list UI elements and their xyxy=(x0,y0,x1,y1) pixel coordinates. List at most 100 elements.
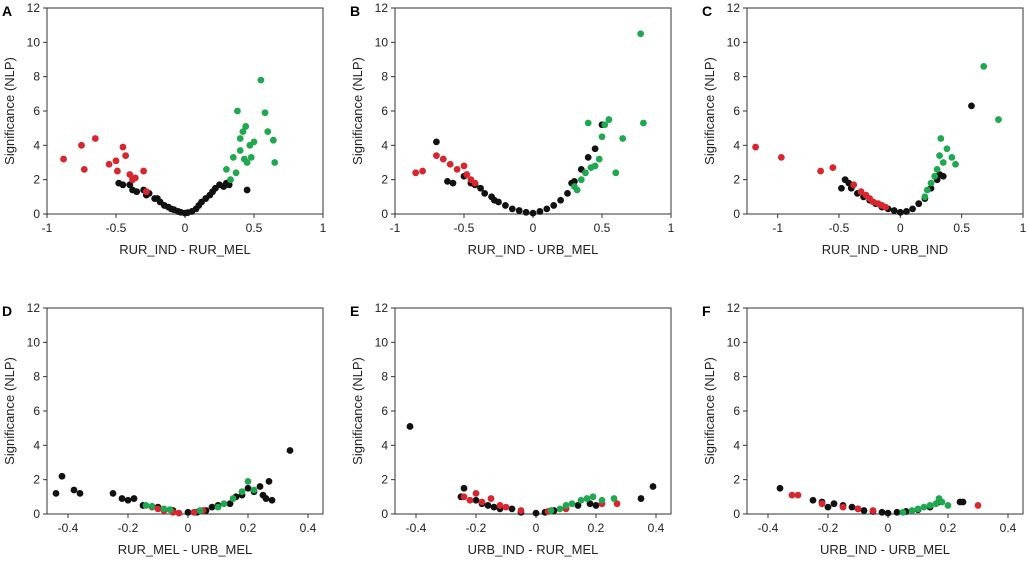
data-point-down xyxy=(869,507,877,514)
plot-frame xyxy=(746,307,1024,515)
data-point-ns xyxy=(584,153,592,161)
data-point-down xyxy=(142,188,150,196)
data-point-up xyxy=(234,107,241,115)
y-tick-label: 0 xyxy=(33,507,40,521)
x-tick-label: 0.4 xyxy=(1000,521,1017,535)
data-point-up xyxy=(939,159,947,166)
data-point-up xyxy=(936,152,943,160)
y-tick-label: 0 xyxy=(381,507,388,521)
data-point-ns xyxy=(824,503,832,511)
data-point-up xyxy=(944,502,952,509)
data-point-ns xyxy=(70,486,78,494)
data-point-up xyxy=(196,507,204,514)
data-point-down xyxy=(502,503,510,511)
data-point-down xyxy=(794,491,802,499)
data-point-up xyxy=(214,503,222,511)
data-point-down xyxy=(60,155,67,163)
x-tick-label: 0.2 xyxy=(940,521,957,535)
data-point-ns xyxy=(477,184,484,192)
data-point-ns xyxy=(76,490,84,497)
data-point-ns xyxy=(508,505,516,513)
data-point-ns xyxy=(472,496,480,504)
data-point-up xyxy=(160,505,168,513)
data-point-up xyxy=(238,488,246,496)
data-point-ns xyxy=(776,484,784,492)
data-point-ns xyxy=(406,423,414,430)
data-point-down xyxy=(472,490,480,497)
data-point-up xyxy=(568,500,576,508)
data-point-ns xyxy=(118,495,126,502)
y-tick-label: 8 xyxy=(733,370,740,384)
y-axis-label: Significance (NLP) xyxy=(350,57,365,165)
series-up xyxy=(142,477,258,514)
series-up xyxy=(223,76,279,184)
y-tick-label: 10 xyxy=(375,335,389,349)
data-point-up xyxy=(573,186,581,194)
data-point-ns xyxy=(119,181,127,189)
x-tick-label: 0.4 xyxy=(648,521,665,535)
y-tick-label: 12 xyxy=(27,301,41,315)
data-point-up xyxy=(220,500,228,508)
data-point-ns xyxy=(133,188,141,196)
y-tick-label: 2 xyxy=(33,173,40,187)
x-tick-label: -1 xyxy=(42,221,53,235)
data-point-up xyxy=(980,62,988,70)
plot-frame xyxy=(394,307,672,515)
data-point-ns xyxy=(126,181,134,189)
data-point-up xyxy=(229,153,237,161)
data-point-down xyxy=(433,152,440,160)
data-point-ns xyxy=(830,500,838,508)
data-point-up xyxy=(271,159,279,166)
data-point-up xyxy=(927,179,935,187)
data-point-up xyxy=(239,128,247,136)
data-point-up xyxy=(250,486,258,494)
data-point-up xyxy=(583,495,591,502)
data-point-ns xyxy=(508,205,516,213)
data-point-up xyxy=(920,503,928,511)
y-tick-label: 12 xyxy=(727,301,741,315)
data-point-ns xyxy=(893,508,901,516)
data-point-up xyxy=(937,135,945,142)
data-point-up xyxy=(952,160,959,168)
y-tick-label: 2 xyxy=(381,473,388,487)
data-point-ns xyxy=(262,495,270,502)
data-point-ns xyxy=(564,190,571,197)
panel-e: E 0 2 4 6 8 10 12 -0.4 -0.2 0 0.2 0.4 URB_IND - RUR_M… xyxy=(350,301,672,557)
x-tick-label: -0.2 xyxy=(118,521,139,535)
plot-frame xyxy=(746,7,1024,215)
data-point-ns xyxy=(574,502,582,509)
x-tick-label: 0.4 xyxy=(300,521,317,535)
data-point-ns xyxy=(243,186,251,194)
y-tick-label: 4 xyxy=(381,438,388,452)
panel-a: A 0 2 4 6 8 10 12 -1 -0.5 0 0.5 1 RUR_IND - RUR_MEL Si… xyxy=(2,1,327,257)
data-point-up xyxy=(931,172,939,180)
data-point-ns xyxy=(848,503,856,511)
x-tick-label: -0.4 xyxy=(406,521,427,535)
y-tick-label: 4 xyxy=(33,438,40,452)
panel-letter: E xyxy=(350,303,359,319)
y-tick-label: 12 xyxy=(727,1,741,15)
data-point-up xyxy=(229,495,237,502)
y-tick-label: 8 xyxy=(733,70,740,84)
data-point-up xyxy=(264,128,272,136)
plot-frame xyxy=(46,7,324,215)
data-point-ns xyxy=(109,490,117,497)
y-axis-label: Significance (NLP) xyxy=(702,357,717,465)
data-point-ns xyxy=(449,179,457,187)
data-point-down xyxy=(496,502,504,509)
data-point-up xyxy=(926,502,934,509)
data-point-up xyxy=(591,162,599,170)
data-point-up xyxy=(938,498,946,506)
data-point-ns xyxy=(571,177,578,185)
data-point-up xyxy=(227,176,234,184)
series-ns xyxy=(52,447,294,516)
data-point-ns xyxy=(649,483,657,490)
data-point-down xyxy=(850,181,858,189)
data-point-ns xyxy=(286,447,294,454)
y-tick-label: 6 xyxy=(733,404,740,418)
data-point-ns xyxy=(58,472,66,480)
data-point-down xyxy=(517,507,525,514)
data-point-up xyxy=(637,30,645,38)
y-axis-label: Significance (NLP) xyxy=(2,357,17,465)
x-tick-label: -0.5 xyxy=(106,221,127,235)
